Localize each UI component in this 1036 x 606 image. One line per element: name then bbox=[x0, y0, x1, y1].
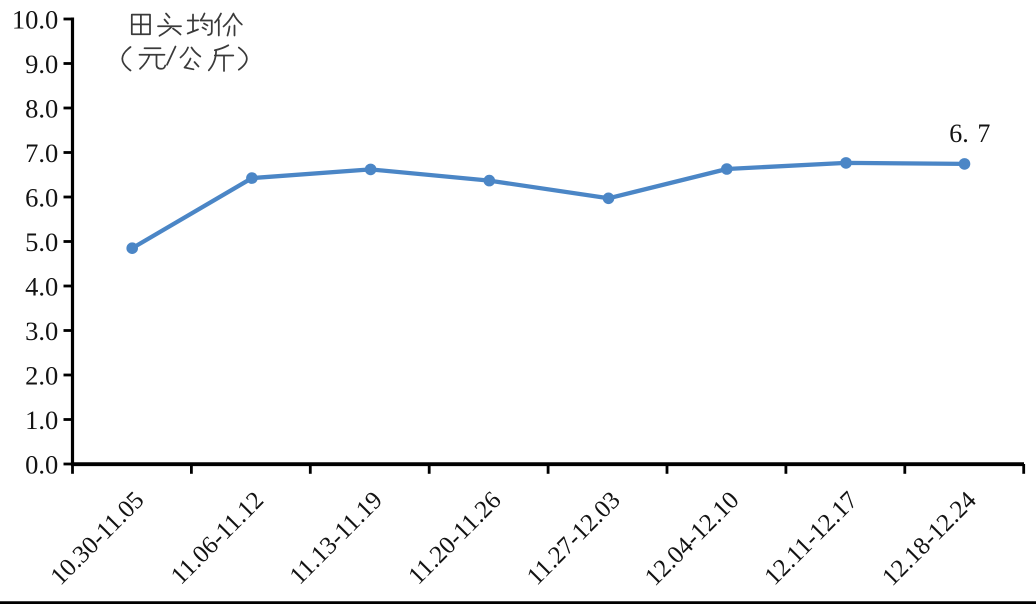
svg-text:3.0: 3.0 bbox=[25, 316, 58, 346]
svg-text:8.0: 8.0 bbox=[25, 94, 58, 124]
svg-text:1.0: 1.0 bbox=[25, 405, 58, 435]
svg-text:7: 7 bbox=[977, 119, 990, 148]
svg-text:7.0: 7.0 bbox=[25, 138, 58, 168]
svg-text:11.13-11.19: 11.13-11.19 bbox=[285, 487, 388, 590]
svg-text:11.27-12.03: 11.27-12.03 bbox=[522, 487, 626, 591]
svg-text:10.0: 10.0 bbox=[12, 5, 58, 35]
svg-text:6.: 6. bbox=[949, 119, 969, 148]
svg-text:0.0: 0.0 bbox=[25, 450, 58, 480]
svg-text:12.18-12.24: 12.18-12.24 bbox=[877, 486, 982, 591]
svg-text:10.30-11.05: 10.30-11.05 bbox=[46, 487, 150, 591]
svg-text:11.06-11.12: 11.06-11.12 bbox=[166, 487, 269, 590]
svg-text:4.0: 4.0 bbox=[25, 272, 58, 302]
svg-text:12.11-12.17: 12.11-12.17 bbox=[759, 487, 863, 591]
svg-text:12.04-12.10: 12.04-12.10 bbox=[640, 487, 745, 592]
svg-text:5.0: 5.0 bbox=[25, 227, 58, 257]
svg-text:9.0: 9.0 bbox=[25, 49, 58, 79]
svg-text:2.0: 2.0 bbox=[25, 361, 58, 391]
svg-text:11.20-11.26: 11.20-11.26 bbox=[403, 487, 506, 590]
svg-text:6.0: 6.0 bbox=[25, 183, 58, 213]
